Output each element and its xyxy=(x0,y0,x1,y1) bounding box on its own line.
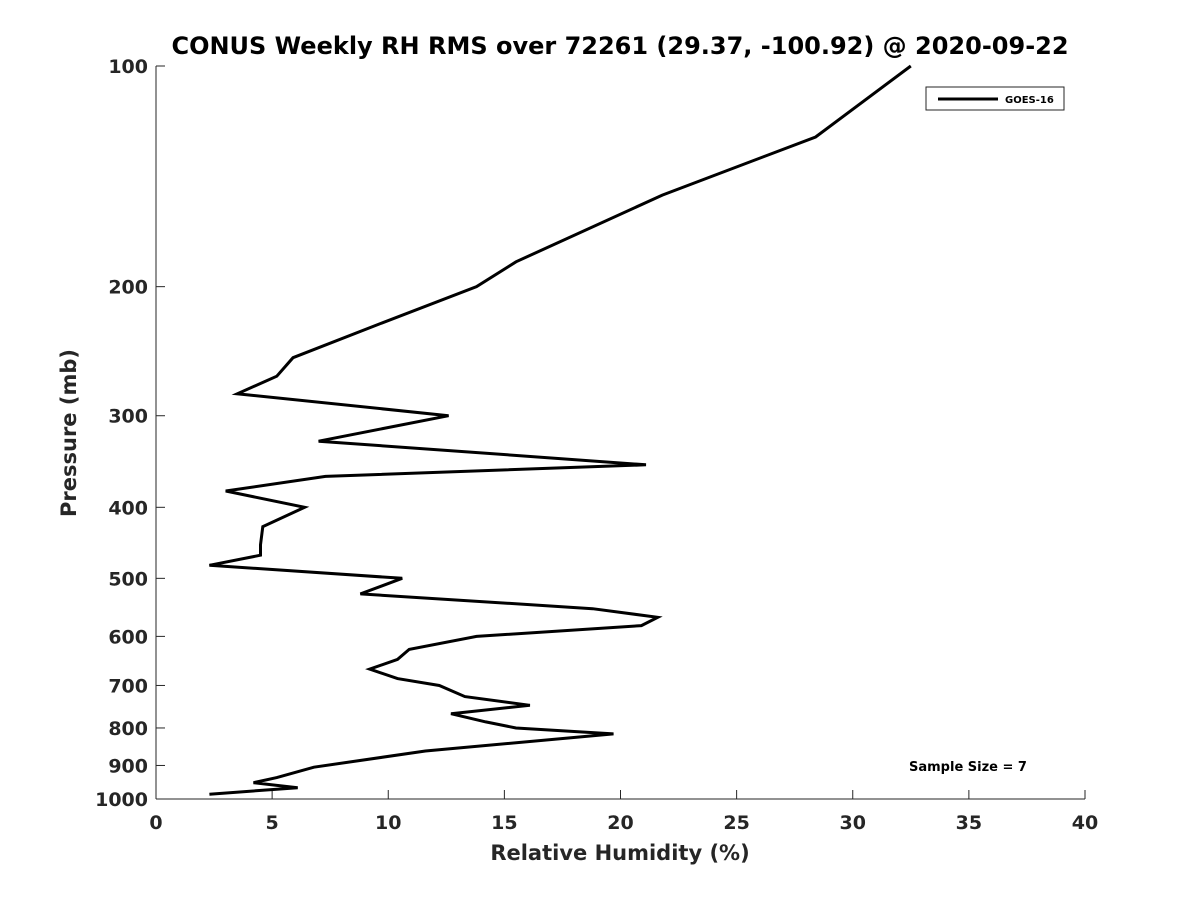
x-tick-label: 15 xyxy=(491,812,517,834)
x-tick-label: 25 xyxy=(723,812,749,834)
x-tick-label: 10 xyxy=(375,812,401,834)
y-axis-label: Pressure (mb) xyxy=(57,349,81,517)
y-tick-label: 300 xyxy=(108,406,148,428)
x-tick-label: 40 xyxy=(1072,812,1098,834)
y-tick-label: 200 xyxy=(108,277,148,299)
y-tick-label: 800 xyxy=(108,718,148,740)
chart-title: CONUS Weekly RH RMS over 72261 (29.37, -… xyxy=(171,32,1068,60)
sample-size-annotation: Sample Size = 7 xyxy=(909,760,1027,775)
y-tick-label: 700 xyxy=(108,675,148,697)
y-tick-label: 100 xyxy=(108,56,148,78)
x-tick-label: 0 xyxy=(149,812,162,834)
x-tick-label: 20 xyxy=(607,812,633,834)
y-tick-label: 600 xyxy=(108,626,148,648)
x-axis-label: Relative Humidity (%) xyxy=(490,841,749,865)
y-tick-label: 1000 xyxy=(95,789,148,811)
y-tick-label: 500 xyxy=(108,568,148,590)
x-tick-label: 5 xyxy=(266,812,279,834)
legend-label: GOES-16 xyxy=(1005,95,1054,106)
y-tick-label: 900 xyxy=(108,755,148,777)
y-tick-label: 400 xyxy=(108,497,148,519)
x-tick-label: 35 xyxy=(956,812,982,834)
x-tick-label: 30 xyxy=(840,812,866,834)
